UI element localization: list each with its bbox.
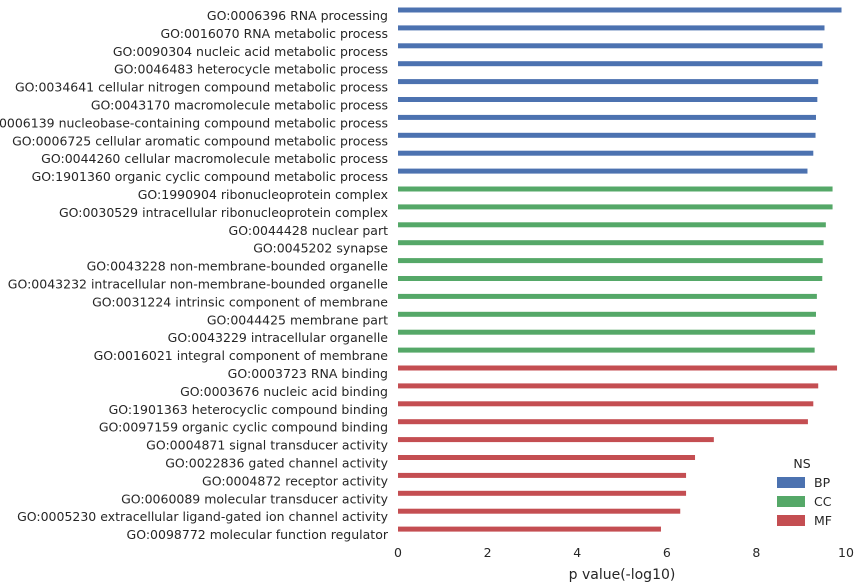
category-label: GO:0005230 extracellular ligand-gated io… bbox=[17, 509, 389, 524]
category-label: GO:0044425 membrane part bbox=[207, 312, 388, 327]
category-label: GO:0043170 macromolecule metabolic proce… bbox=[91, 98, 388, 113]
bar bbox=[398, 472, 687, 478]
bar bbox=[398, 150, 814, 156]
category-label: GO:0043229 intracellular organelle bbox=[168, 330, 389, 345]
bar bbox=[398, 293, 817, 299]
category-label: GO:0046483 heterocycle metabolic process bbox=[114, 62, 388, 77]
category-label: GO:0004872 receptor activity bbox=[202, 473, 389, 488]
bar bbox=[398, 240, 824, 246]
category-label: GO:0006396 RNA processing bbox=[207, 8, 388, 23]
bar bbox=[398, 508, 681, 514]
category-label: GO:0043228 non-membrane-bounded organell… bbox=[87, 259, 389, 274]
bar bbox=[398, 168, 808, 174]
category-label: GO:0034641 cellular nitrogen compound me… bbox=[15, 80, 388, 95]
category-label: GO:0016070 RNA metabolic process bbox=[160, 26, 388, 41]
category-label: GO:0060089 molecular transducer activity bbox=[121, 491, 389, 506]
category-label: GO:0004871 signal transducer activity bbox=[146, 438, 388, 453]
legend-label: CC bbox=[814, 494, 832, 509]
bar bbox=[398, 114, 816, 120]
category-label: GO:0016021 integral component of membran… bbox=[94, 348, 389, 363]
legend-swatch bbox=[777, 496, 805, 507]
bar bbox=[398, 276, 823, 281]
category-label: GO:0022836 gated channel activity bbox=[165, 456, 388, 471]
category-label: GO:0030529 intracellular ribonucleoprote… bbox=[59, 205, 388, 220]
x-axis-label: p value(-log10) bbox=[569, 567, 676, 583]
bar bbox=[398, 25, 825, 31]
category-label: GO:0003723 RNA binding bbox=[228, 366, 388, 381]
x-tick-label: 6 bbox=[663, 545, 671, 560]
category-label: GO:0045202 synapse bbox=[253, 241, 388, 256]
legend-label: MF bbox=[814, 513, 832, 528]
legend: NS BP CC MF bbox=[777, 456, 832, 528]
category-label: GO:0044428 nuclear part bbox=[229, 223, 389, 238]
bar bbox=[398, 7, 842, 13]
legend-label: BP bbox=[814, 475, 831, 490]
x-tick-label: 10 bbox=[838, 545, 854, 560]
x-tick-label: 8 bbox=[752, 545, 760, 560]
x-axis: 0 2 4 6 8 10 bbox=[394, 545, 854, 560]
bar bbox=[398, 437, 714, 443]
bar bbox=[398, 186, 833, 192]
legend-swatch bbox=[777, 515, 805, 526]
bar bbox=[398, 61, 823, 67]
category-label: GO:1901360 organic cyclic compound metab… bbox=[32, 169, 388, 184]
bar bbox=[398, 490, 687, 496]
bar bbox=[398, 43, 823, 49]
category-label: GO:0031224 intrinsic component of membra… bbox=[92, 294, 388, 309]
category-label: GO:0003676 nucleic acid binding bbox=[180, 384, 388, 399]
legend-title: NS bbox=[793, 456, 810, 471]
bar bbox=[398, 258, 823, 264]
category-label: GO:0098772 molecular function regulator bbox=[127, 527, 389, 542]
x-tick-label: 0 bbox=[394, 545, 402, 560]
category-label: GO:0006139 nucleobase-containing compoun… bbox=[0, 115, 388, 130]
category-labels: GO:0006396 RNA processing GO:0016070 RNA … bbox=[0, 8, 389, 542]
bar bbox=[398, 329, 816, 335]
x-tick-label: 4 bbox=[573, 545, 581, 560]
bar bbox=[398, 97, 818, 102]
bar bbox=[398, 365, 838, 371]
bar bbox=[398, 79, 819, 85]
bar bbox=[398, 383, 819, 389]
category-label: GO:0044260 cellular macromolecule metabo… bbox=[41, 151, 388, 166]
bar bbox=[398, 401, 814, 407]
category-label: GO:0043232 intracellular non-membrane-bo… bbox=[8, 277, 389, 292]
category-label: GO:0097159 organic cyclic compound bindi… bbox=[99, 420, 388, 435]
category-label: GO:0090304 nucleic acid metabolic proces… bbox=[113, 44, 388, 59]
legend-swatch bbox=[777, 477, 805, 488]
x-tick-label: 2 bbox=[484, 545, 492, 560]
bar bbox=[398, 455, 696, 460]
category-label: GO:1901363 heterocyclic compound binding bbox=[109, 402, 388, 417]
bar bbox=[398, 132, 816, 138]
bar bbox=[398, 222, 826, 228]
bars-layer bbox=[398, 7, 842, 532]
category-label: GO:1990904 ribonucleoprotein complex bbox=[138, 187, 388, 202]
bar bbox=[398, 311, 816, 317]
bar bbox=[398, 347, 815, 353]
category-label: GO:0006725 cellular aromatic compound me… bbox=[12, 133, 388, 148]
bar bbox=[398, 419, 808, 425]
bar bbox=[398, 526, 661, 532]
bar bbox=[398, 204, 833, 210]
